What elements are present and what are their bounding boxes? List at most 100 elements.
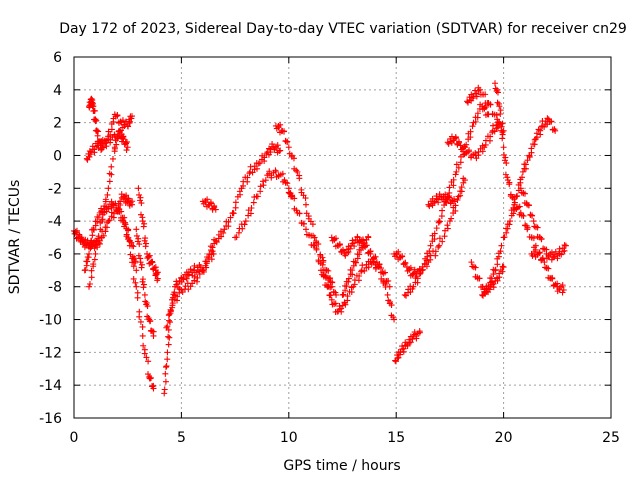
data-point: [528, 212, 535, 219]
data-point: [103, 224, 110, 231]
data-point: [123, 138, 130, 145]
data-point: [134, 238, 141, 245]
data-point: [483, 289, 490, 296]
data-point: [280, 128, 287, 135]
data-point: [400, 345, 407, 352]
data-point: [89, 99, 96, 106]
data-point: [92, 250, 99, 257]
data-point: [309, 221, 316, 228]
data-point: [349, 267, 356, 274]
data-point: [494, 116, 501, 123]
data-point: [108, 171, 115, 178]
data-point: [506, 221, 513, 228]
data-point: [439, 207, 446, 214]
y-tick-label: -6: [48, 247, 62, 263]
data-point: [480, 292, 487, 299]
data-point: [132, 279, 139, 286]
data-point: [249, 169, 256, 176]
data-point: [427, 242, 434, 249]
data-point: [348, 289, 355, 296]
data-point: [432, 248, 439, 255]
data-point: [536, 249, 543, 256]
data-point: [82, 266, 89, 273]
y-tick-label: 0: [53, 148, 62, 164]
data-point: [433, 225, 440, 232]
x-tick-label: 5: [177, 430, 186, 446]
data-point: [128, 239, 135, 246]
data-point: [136, 313, 143, 320]
data-point: [504, 174, 511, 181]
data-point: [500, 264, 507, 271]
data-point: [308, 232, 315, 239]
data-point: [530, 218, 537, 225]
data-point: [407, 264, 414, 271]
y-axis-label: SDTVAR / TECUs: [7, 180, 23, 295]
data-point: [204, 196, 211, 203]
data-point: [167, 310, 174, 317]
data-point: [105, 133, 112, 140]
data-point: [145, 358, 152, 365]
data-point: [500, 151, 507, 158]
data-point: [294, 168, 301, 175]
data-point: [285, 185, 292, 192]
data-point: [561, 242, 568, 249]
data-point: [95, 239, 102, 246]
data-point: [121, 221, 128, 228]
y-tick-label: -2: [48, 181, 62, 197]
data-point: [253, 165, 260, 172]
data-point: [517, 185, 524, 192]
data-point: [95, 214, 102, 221]
data-point: [407, 289, 414, 296]
data-point: [461, 143, 468, 150]
data-point: [90, 263, 97, 270]
data-point: [137, 211, 144, 218]
data-point: [266, 168, 273, 175]
data-point: [446, 193, 453, 200]
data-point: [290, 155, 297, 162]
data-point: [225, 218, 232, 225]
data-point: [342, 301, 349, 308]
data-point: [212, 206, 219, 213]
data-point: [444, 225, 451, 232]
data-point: [466, 147, 473, 154]
data-point: [142, 243, 149, 250]
data-point: [279, 170, 286, 177]
data-point: [296, 210, 303, 217]
data-point: [154, 275, 161, 282]
data-point: [391, 316, 398, 323]
data-point: [131, 259, 138, 266]
data-point: [261, 154, 268, 161]
data-point: [133, 267, 140, 274]
data-point: [164, 323, 171, 330]
data-point: [88, 274, 95, 281]
data-point: [139, 332, 146, 339]
data-point: [475, 148, 482, 155]
x-tick-labels: 0 5 10 15 20 25: [70, 430, 620, 446]
data-point: [511, 199, 518, 206]
data-point: [285, 144, 292, 151]
y-tick-label: -10: [39, 313, 62, 329]
data-point: [302, 201, 309, 208]
x-tick-label: 20: [495, 430, 513, 446]
data-point: [211, 202, 218, 209]
data-point: [474, 110, 481, 117]
data-point: [494, 89, 501, 96]
data-point: [118, 131, 125, 138]
data-point: [90, 226, 97, 233]
data-point: [494, 261, 501, 268]
data-point: [485, 283, 492, 290]
chart-title: Day 172 of 2023, Sidereal Day-to-day VTE…: [59, 21, 627, 37]
data-point: [260, 182, 267, 189]
data-point: [117, 127, 124, 134]
data-point: [524, 224, 531, 231]
data-point: [92, 118, 99, 125]
data-point: [372, 253, 379, 260]
data-point: [88, 267, 95, 274]
data-point: [451, 198, 458, 205]
data-points: [71, 80, 569, 397]
data-point: [531, 141, 538, 148]
data-point: [86, 283, 93, 290]
data-point: [501, 234, 508, 241]
y-tick-label: -12: [39, 345, 62, 361]
